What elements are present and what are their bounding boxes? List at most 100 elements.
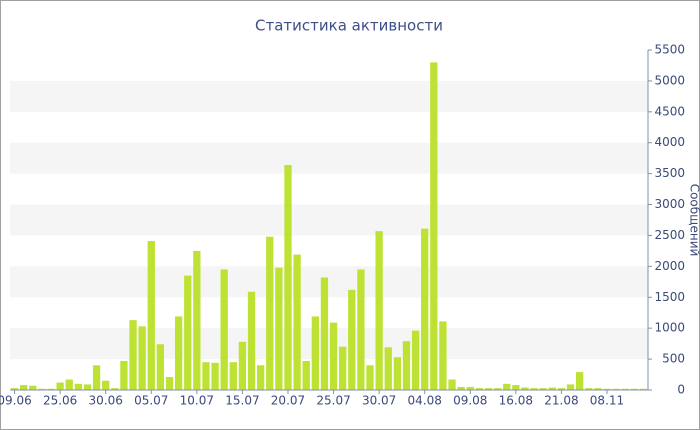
- bar: [247, 291, 256, 390]
- bar: [466, 386, 474, 390]
- bar: [129, 320, 137, 390]
- x-tick-label: 05.07: [134, 394, 168, 408]
- bar: [630, 388, 638, 390]
- y-tick-label: 3000: [654, 197, 685, 211]
- bar: [102, 380, 110, 390]
- bar: [83, 384, 92, 390]
- bar: [302, 360, 310, 390]
- bar: [329, 322, 338, 390]
- bar: [530, 388, 538, 390]
- grid-band: [10, 142, 648, 174]
- bar: [10, 388, 19, 390]
- y-tick-label: 1500: [654, 290, 685, 304]
- x-tick-label: 15.07: [225, 394, 259, 408]
- bar: [156, 344, 165, 390]
- y-tick-label: 4000: [654, 135, 685, 149]
- bar: [448, 379, 456, 390]
- x-tick-label: 04.08: [408, 394, 442, 408]
- y-tick-label: 500: [662, 352, 685, 366]
- bar: [238, 341, 247, 390]
- grid-bands: [10, 80, 648, 360]
- bar: [38, 388, 46, 390]
- bar: [320, 277, 329, 390]
- bar: [256, 365, 265, 390]
- y-tick-label: 5000: [654, 73, 685, 87]
- bar: [229, 362, 237, 390]
- bar: [421, 228, 429, 390]
- y-axis-label: Сообщений: [688, 184, 700, 257]
- bar: [503, 383, 511, 390]
- y-tick-label: 0: [677, 383, 685, 397]
- bar: [594, 388, 602, 390]
- y-tick-label: 5500: [654, 43, 685, 57]
- x-tick-label: 25.06: [43, 394, 77, 408]
- bar: [184, 275, 192, 390]
- bar: [366, 365, 374, 390]
- x-tick-label: 09.06: [0, 394, 32, 408]
- bar: [147, 241, 155, 390]
- bar: [430, 62, 438, 390]
- grid-band: [10, 204, 648, 236]
- chart-title: Статистика активности: [255, 17, 443, 35]
- bar: [411, 330, 420, 390]
- y-tick-label: 2000: [654, 259, 685, 273]
- bar: [375, 231, 383, 390]
- y-tick-label: 4500: [654, 104, 685, 118]
- bar: [311, 316, 319, 390]
- bar: [193, 250, 201, 390]
- bar: [575, 372, 584, 390]
- bar: [47, 388, 55, 390]
- x-tick-label: 10.07: [180, 394, 214, 408]
- bar: [220, 269, 228, 390]
- bar: [174, 316, 183, 390]
- y-tick-label: 1000: [654, 321, 685, 335]
- bar: [111, 388, 119, 390]
- y-tick-label: 2500: [654, 228, 685, 242]
- bar: [566, 384, 575, 390]
- bar: [457, 386, 465, 390]
- bar: [639, 388, 648, 390]
- bar: [120, 360, 128, 390]
- x-tick-label: 21.08: [544, 394, 578, 408]
- bar: [384, 347, 392, 390]
- x-tick-label: 25.07: [316, 394, 350, 408]
- bar: [20, 385, 28, 390]
- x-tick-label: 20.07: [271, 394, 305, 408]
- x-tick-label: 30.07: [362, 394, 396, 408]
- bar: [202, 362, 210, 390]
- bar: [339, 346, 347, 390]
- bar: [74, 383, 83, 390]
- bar: [92, 365, 101, 390]
- bar: [275, 267, 283, 390]
- bar: [402, 341, 411, 390]
- bar: [585, 388, 593, 390]
- bar: [165, 377, 174, 390]
- x-tick-label: 08.11: [590, 394, 624, 408]
- bar: [138, 326, 146, 390]
- bar: [484, 388, 493, 390]
- bar: [357, 269, 365, 390]
- bar: [284, 164, 292, 390]
- bar: [475, 388, 484, 390]
- y-tick-label: 3500: [654, 166, 685, 180]
- x-tick-label: 16.08: [499, 394, 533, 408]
- bar: [603, 388, 611, 390]
- grid-band: [10, 266, 648, 298]
- bar: [211, 362, 219, 390]
- bar: [56, 382, 64, 390]
- bar: [612, 388, 620, 390]
- bar: [512, 385, 520, 390]
- bar: [621, 388, 629, 390]
- bar: [548, 387, 556, 390]
- bar: [439, 321, 447, 390]
- bar: [493, 388, 502, 390]
- bar: [293, 254, 301, 390]
- bar: [521, 387, 529, 390]
- bar: [266, 236, 274, 390]
- bar: [65, 379, 73, 390]
- grid-band: [10, 328, 648, 360]
- grid-band: [10, 80, 648, 112]
- bar: [29, 385, 37, 390]
- x-tick-label: 09.08: [453, 394, 487, 408]
